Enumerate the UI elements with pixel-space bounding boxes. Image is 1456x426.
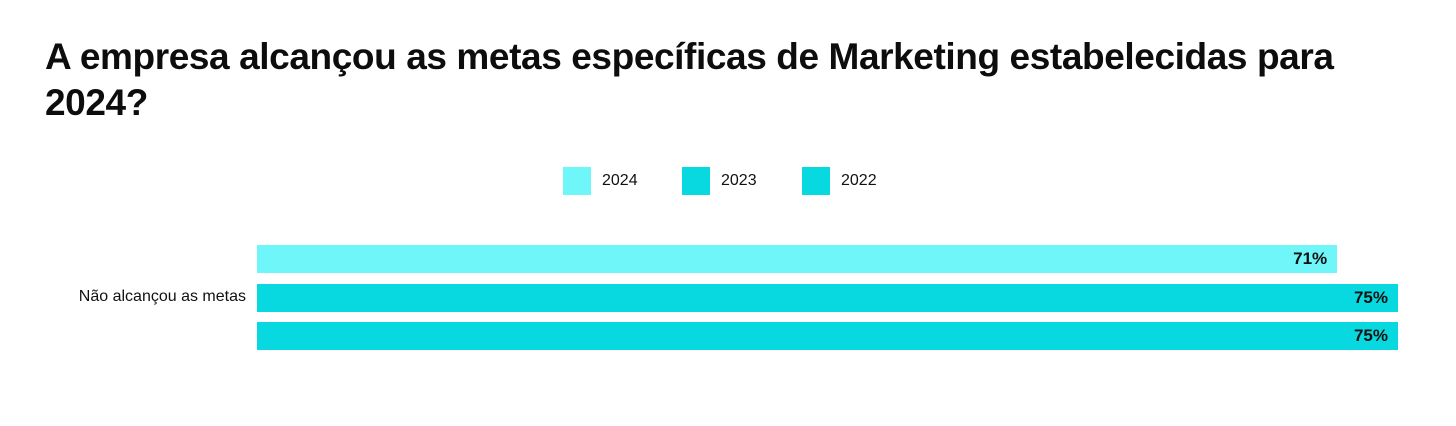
legend-swatch — [682, 167, 710, 195]
legend-label: 2023 — [721, 172, 757, 189]
legend-label: 2022 — [841, 172, 877, 189]
category-label: Não alcançou as metas — [78, 288, 246, 305]
bar-2023 — [257, 284, 1398, 312]
chart-legend: 2024 2023 2022 — [0, 166, 1456, 196]
bar-value-label-2023: 75% — [1353, 288, 1388, 307]
legend-label: 2024 — [602, 172, 638, 189]
legend-item-2023: 2023 — [682, 166, 757, 196]
bar-2022 — [257, 322, 1398, 350]
chart-title: A empresa alcançou as metas específicas … — [45, 36, 1334, 123]
legend-swatch — [563, 167, 591, 195]
bar-value-label-2024: 71% — [1293, 249, 1328, 268]
legend-item-2022: 2022 — [802, 166, 877, 196]
bar-2024 — [257, 245, 1338, 273]
bar-value-label-2022: 75% — [1353, 326, 1388, 345]
legend-item-2024: 2024 — [563, 166, 638, 196]
legend-swatch — [802, 167, 830, 195]
